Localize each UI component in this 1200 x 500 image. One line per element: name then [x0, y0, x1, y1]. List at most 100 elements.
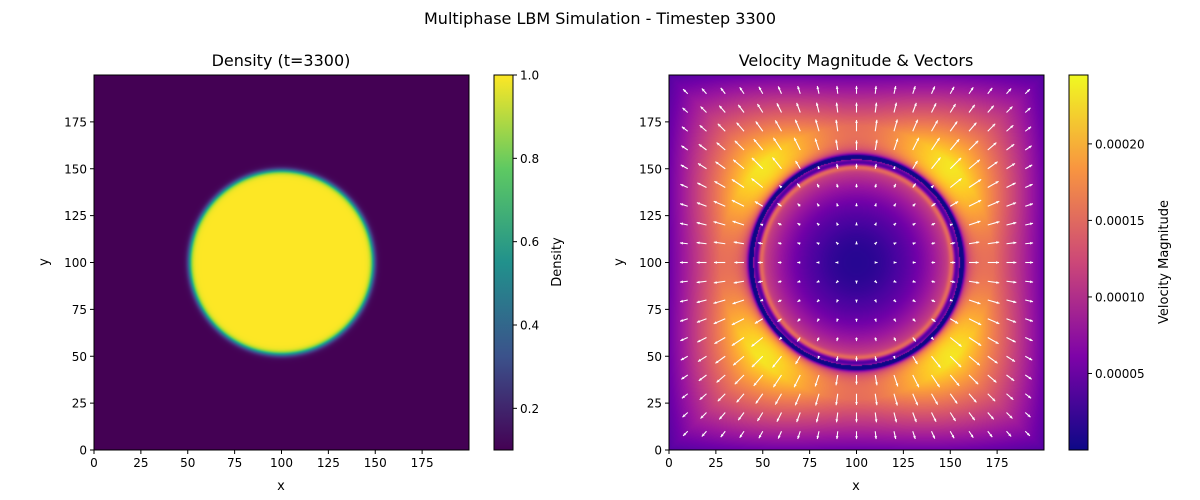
quiver-arrowhead: [683, 432, 687, 436]
quiver-arrowhead: [836, 279, 840, 283]
quiver-arrowhead: [912, 203, 916, 207]
quiver-arrowhead: [713, 281, 717, 284]
quiver-arrowhead: [855, 222, 858, 226]
quiver-arrowhead: [912, 299, 916, 302]
quiver-arrowhead: [703, 451, 707, 455]
quiver-arrowhead: [976, 362, 980, 366]
quiver-arrowhead: [855, 299, 858, 303]
quiver-arrowhead: [894, 419, 898, 423]
velocity-panel: Velocity Magnitude & Vectors 0 25 50 75 100 1…: [612, 51, 1172, 494]
quiver-arrowhead: [663, 356, 668, 359]
quiver-arrowhead: [976, 241, 980, 244]
quiver-arrowhead: [796, 418, 799, 423]
quiver-arrowhead: [664, 412, 668, 416]
quiver-arrowhead: [680, 338, 684, 341]
quiver-arrowhead: [937, 157, 941, 161]
quiver-arrowhead: [931, 299, 936, 302]
quiver-arrowhead: [681, 376, 685, 380]
quiver-arrowhead: [1027, 107, 1031, 111]
quiver-arrowhead: [664, 375, 668, 378]
quiver-arrowhead: [892, 355, 896, 359]
quiver-arrowhead: [956, 382, 960, 386]
quiver-arrowhead: [731, 200, 735, 203]
quiver-arrowhead: [758, 86, 762, 90]
quiver-arrowhead: [797, 86, 800, 90]
quiver-arrowhead: [931, 452, 934, 456]
quiver-arrowhead: [736, 122, 740, 126]
quiver-arrowhead: [1013, 261, 1017, 264]
quiver-arrowhead: [976, 159, 980, 163]
quiver-arrowhead: [1026, 89, 1030, 93]
quiver-arrowhead: [978, 179, 982, 183]
quiver-arrowhead: [932, 261, 936, 264]
density-x-tick-label: 175: [411, 456, 434, 470]
quiver-arrowhead: [855, 419, 858, 423]
quiver-arrowhead: [1010, 396, 1014, 400]
quiver-arrowhead: [701, 433, 705, 437]
quiver-arrowhead: [969, 451, 972, 455]
quiver-arrowhead: [717, 123, 721, 127]
quiver-arrowhead: [893, 337, 896, 342]
quiver-arrowhead: [893, 452, 896, 456]
quiver-arrowhead: [912, 261, 916, 264]
quiver-arrowhead: [816, 242, 820, 246]
quiver-arrowhead: [777, 223, 782, 226]
quiver-arrowhead: [757, 280, 761, 284]
velocity-x-tick-label: 175: [986, 456, 1009, 470]
quiver-arrowhead: [754, 201, 759, 205]
quiver-arrowhead: [835, 139, 838, 143]
quiver-arrowhead: [895, 119, 898, 123]
quiver-arrowhead: [978, 342, 982, 346]
quiver-arrowhead: [913, 86, 916, 90]
quiver-arrowhead: [751, 157, 755, 161]
quiver-arrowhead: [751, 364, 755, 368]
quiver-arrowhead: [679, 299, 684, 303]
velocity-ylabel: y: [612, 258, 627, 266]
density-y-tick-label: 150: [64, 162, 87, 176]
quiver-arrowhead: [815, 102, 819, 106]
density-x-tick-label: 0: [90, 456, 98, 470]
quiver-arrowhead: [760, 223, 764, 227]
quiver-arrowhead: [733, 362, 737, 366]
quiver-arrowhead: [835, 102, 839, 106]
quiver-arrowhead: [874, 163, 878, 167]
quiver-arrowhead: [855, 402, 858, 406]
quiver-arrowhead: [893, 242, 897, 246]
quiver-arrowhead: [795, 119, 798, 123]
quiver-arrowhead: [696, 221, 700, 225]
quiver-arrowhead: [753, 382, 757, 386]
quiver-arrowhead: [958, 157, 962, 161]
quiver-arrowhead: [993, 379, 997, 383]
quiver-arrowhead: [836, 183, 839, 188]
quiver-arrowhead: [978, 200, 982, 203]
quiver-arrowhead: [1027, 414, 1031, 418]
quiver-arrowhead: [775, 401, 778, 405]
quiver-arrowhead: [916, 384, 919, 388]
quiver-arrowhead: [760, 298, 764, 302]
density-colorbar-label: Density: [550, 237, 565, 287]
quiver-arrowhead: [664, 394, 668, 397]
velocity-colorbar-ticks: 0.00005 0.00010 0.00015 0.00020: [1088, 137, 1145, 381]
quiver-arrowhead: [1013, 300, 1017, 304]
quiver-arrowhead: [665, 90, 669, 94]
quiver-arrowhead: [1030, 280, 1034, 284]
velocity-y-ticks: 0 25 50 75 100 125 150 175: [639, 115, 669, 458]
velocity-quiver: [663, 85, 1034, 456]
quiver-arrowhead: [733, 281, 737, 284]
density-heatmap: [94, 75, 469, 450]
quiver-arrowhead: [836, 337, 839, 342]
quiver-arrowhead: [855, 241, 858, 245]
quiver-arrowhead: [732, 220, 736, 224]
quiver-arrowhead: [893, 435, 897, 440]
quiver-arrowhead: [835, 382, 838, 386]
quiver-arrowhead: [817, 355, 821, 359]
density-colorbar-tick-label: 1.0: [520, 69, 539, 83]
quiver-arrowhead: [915, 402, 918, 406]
quiver-arrowhead: [663, 185, 667, 188]
density-colorbar-ticks: 0.2 0.4 0.6 0.8 1.0: [513, 69, 539, 416]
quiver-arrowhead: [1030, 261, 1034, 264]
quiver-arrowhead: [713, 261, 717, 264]
quiver-arrowhead: [1029, 319, 1033, 322]
quiver-arrowhead: [713, 321, 717, 324]
quiver-arrowhead: [952, 103, 956, 108]
